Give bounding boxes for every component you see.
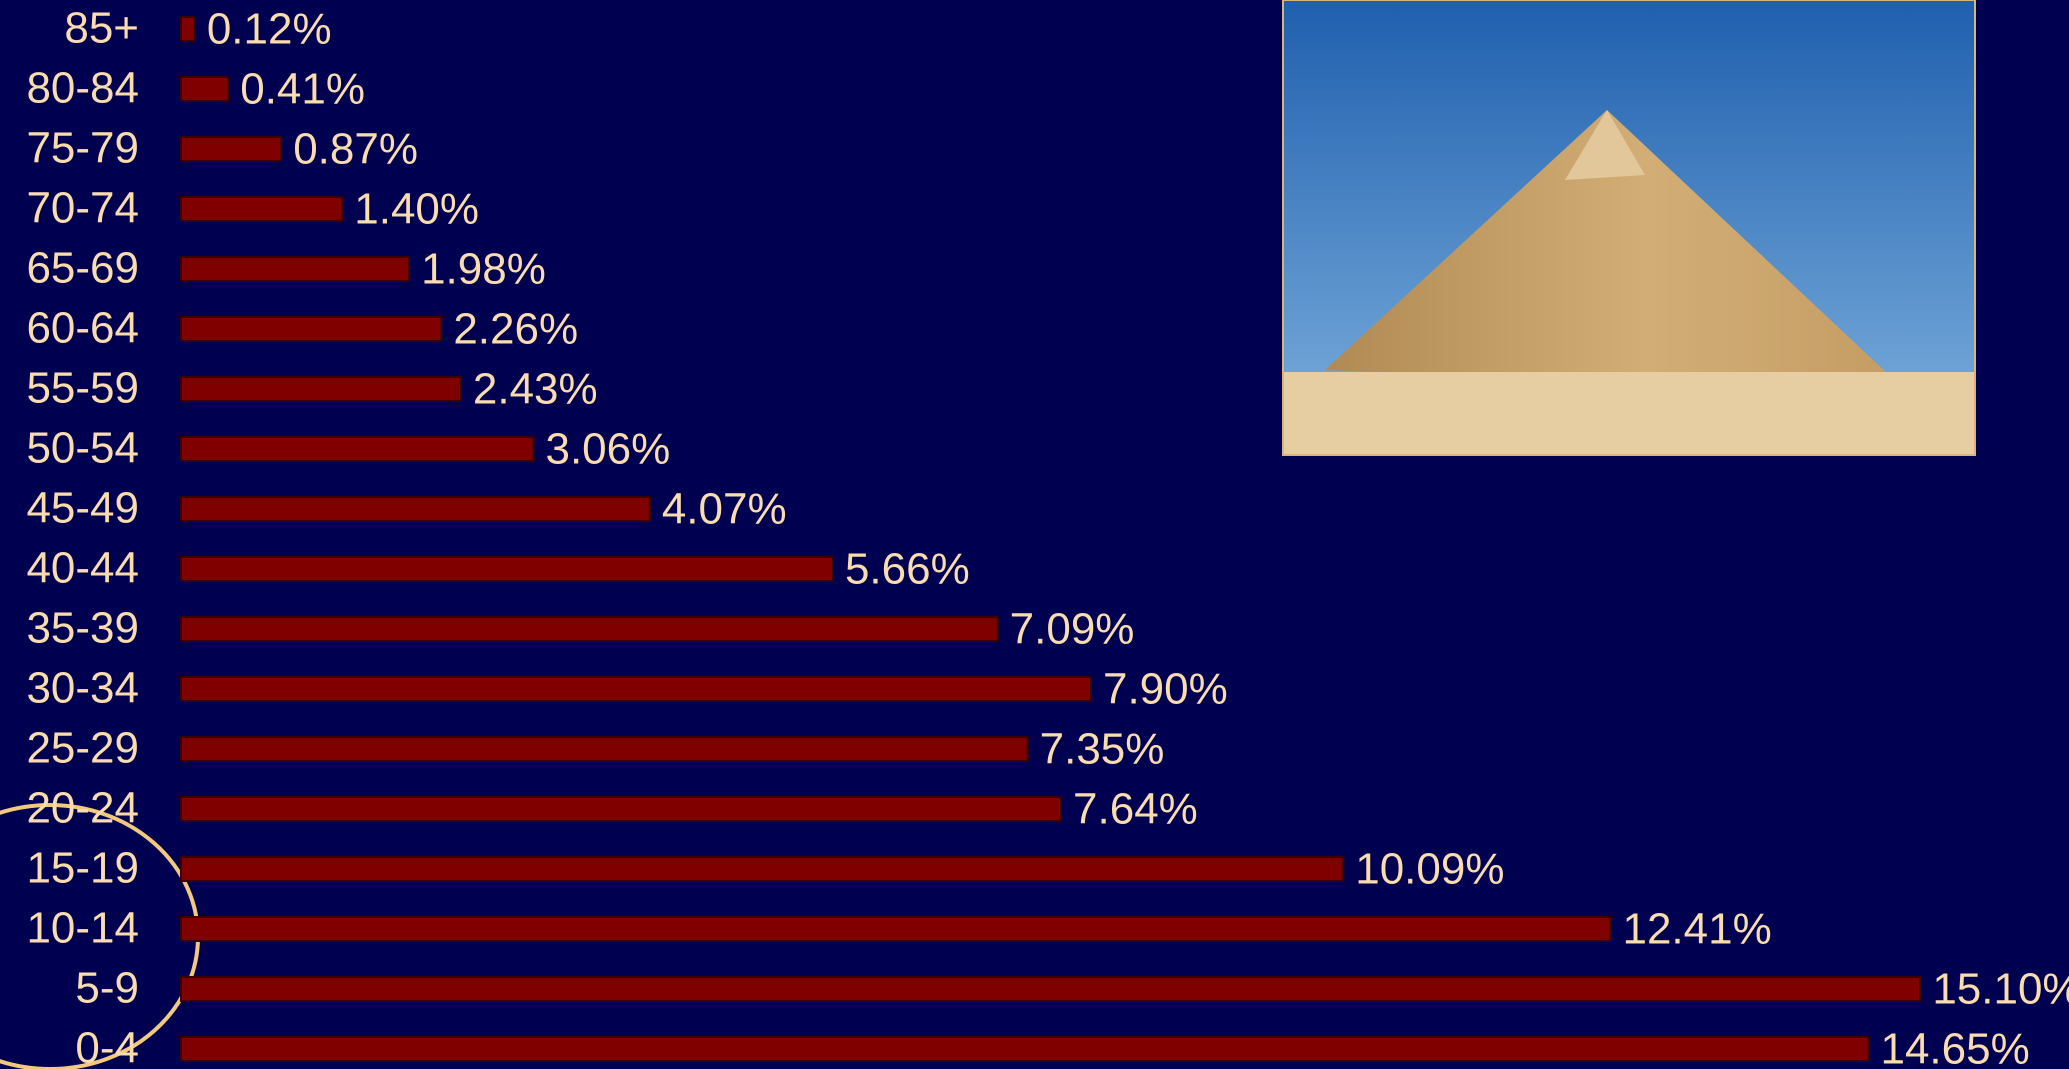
category-label: 10-14 — [26, 904, 139, 953]
bar — [180, 976, 1922, 1002]
value-label: 4.07% — [662, 485, 787, 534]
bar — [180, 196, 344, 222]
value-label: 7.64% — [1073, 785, 1198, 834]
category-label: 85+ — [64, 4, 139, 53]
bar — [180, 556, 834, 582]
bar — [180, 256, 411, 282]
bar — [180, 736, 1029, 762]
value-label: 3.06% — [545, 425, 670, 474]
category-label: 25-29 — [26, 724, 139, 773]
value-label: 7.35% — [1040, 725, 1165, 774]
category-label: 0-4 — [75, 1024, 139, 1069]
value-label: 7.90% — [1103, 665, 1228, 714]
category-label: 35-39 — [26, 604, 139, 653]
bar — [180, 856, 1345, 882]
category-label: 60-64 — [26, 304, 139, 353]
category-label: 45-49 — [26, 484, 139, 533]
value-label: 14.65% — [1880, 1025, 2029, 1069]
bar — [180, 1036, 1870, 1062]
bar — [180, 76, 230, 102]
category-label: 65-69 — [26, 244, 139, 293]
category-label: 70-74 — [26, 184, 139, 233]
value-label: 1.98% — [421, 245, 546, 294]
bar — [180, 376, 462, 402]
category-label: 40-44 — [26, 544, 139, 593]
value-label: 0.12% — [207, 5, 332, 54]
category-label: 50-54 — [26, 424, 139, 473]
category-label: 20-24 — [26, 784, 139, 833]
value-label: 7.09% — [1010, 605, 1135, 654]
bar — [180, 16, 196, 42]
bar — [180, 436, 535, 462]
bar — [180, 496, 651, 522]
category-label: 80-84 — [26, 64, 139, 113]
photo — [1282, 0, 1976, 456]
value-label: 1.40% — [354, 185, 479, 234]
category-label: 30-34 — [26, 664, 139, 713]
value-label: 10.09% — [1355, 845, 1504, 894]
value-label: 5.66% — [845, 545, 970, 594]
category-label: 75-79 — [26, 124, 139, 173]
category-label: 15-19 — [26, 844, 139, 893]
value-label: 0.41% — [240, 65, 365, 114]
bar — [180, 676, 1092, 702]
category-label: 5-9 — [75, 964, 139, 1013]
value-label: 0.87% — [293, 125, 418, 174]
category-label: 55-59 — [26, 364, 139, 413]
value-label: 2.26% — [453, 305, 578, 354]
bar — [180, 916, 1612, 942]
bar — [180, 616, 999, 642]
value-label: 12.41% — [1622, 905, 1771, 954]
value-label: 15.10% — [1932, 965, 2069, 1014]
bar — [180, 136, 283, 162]
bar — [180, 796, 1063, 822]
value-label: 2.43% — [473, 365, 598, 414]
bar — [180, 316, 443, 342]
